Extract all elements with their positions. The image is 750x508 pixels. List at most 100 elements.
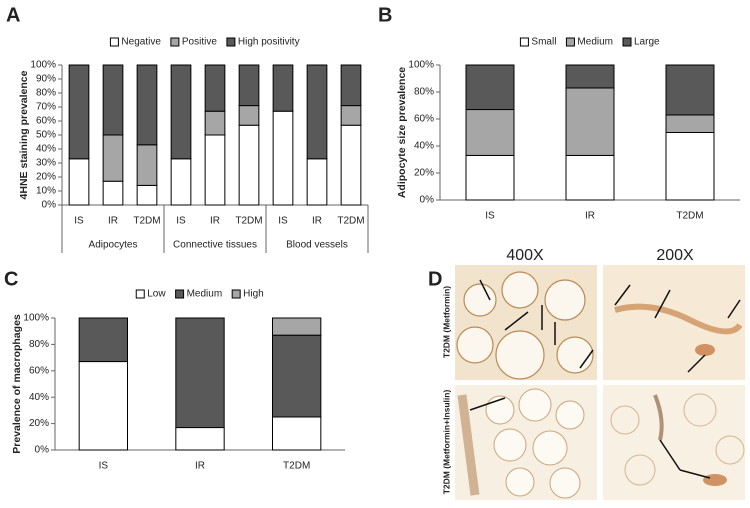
y-tick-label: 60% (414, 114, 434, 125)
y-tick-label: 70% (36, 102, 56, 113)
bar-segment (170, 64, 192, 160)
y-tick-label: 0% (42, 200, 57, 211)
y-tick-label: 80% (414, 87, 434, 98)
bar-segment (272, 317, 322, 336)
bar-segment (340, 64, 362, 107)
legend-swatch (109, 37, 119, 47)
y-tick-label: 40% (36, 144, 56, 155)
y-tick-label: 100% (23, 313, 49, 324)
bar-segment (78, 317, 128, 363)
x-tick-label: T2DM (133, 216, 160, 227)
panel-label: A (6, 4, 20, 26)
bar-segment (102, 134, 124, 182)
legend-label: Positive (182, 37, 217, 48)
legend-label: High positivity (238, 37, 300, 48)
bar-segment (136, 184, 158, 206)
y-tick-label: 0% (35, 445, 50, 456)
legend-label: Small (531, 37, 556, 48)
bar-segment (565, 64, 615, 89)
micrograph (603, 385, 745, 500)
y-tick-label: 80% (36, 88, 56, 99)
bar-segment (170, 158, 192, 206)
x-tick-label: T2DM (676, 211, 703, 222)
x-tick-label: T2DM (283, 461, 310, 472)
micrograph-panel: 400X 200X T2DM (Metformin) T2DM (Metform… (441, 247, 745, 500)
bar-segment (272, 416, 322, 451)
bar-segment (204, 64, 226, 112)
row-label: T2DM (Metformin) (441, 286, 451, 358)
legend-label: Medium (577, 37, 613, 48)
bar-segment (306, 158, 328, 206)
legend-swatch (170, 37, 180, 47)
bar-segment (340, 124, 362, 206)
x-tick-label: IS (278, 216, 288, 227)
legend-swatch (622, 37, 632, 47)
y-tick-label: 20% (29, 418, 49, 429)
x-tick-label: IR (312, 216, 322, 227)
y-tick-label: 10% (36, 186, 56, 197)
bar-segment (465, 154, 515, 201)
x-tick-label: IS (176, 216, 186, 227)
legend-swatch (135, 289, 145, 299)
x-tick-label: IS (99, 461, 109, 472)
micrograph (455, 385, 597, 500)
panel-label: B (378, 4, 392, 26)
y-tick-label: 20% (414, 168, 434, 179)
bar-segment (465, 109, 515, 156)
x-tick-label: IS (74, 216, 84, 227)
bar-segment (175, 427, 225, 451)
y-tick-label: 60% (36, 116, 56, 127)
bar-segment (68, 64, 90, 160)
bar-segment (102, 64, 124, 136)
legend-label: Low (147, 289, 166, 300)
bar-segment (272, 110, 294, 206)
micrograph (603, 265, 745, 380)
y-tick-label: 100% (30, 60, 56, 71)
column-label: 200X (656, 247, 694, 264)
bar-segment (272, 334, 322, 418)
legend-label: High (243, 289, 264, 300)
bar-segment (238, 124, 260, 206)
panel-label: D (428, 268, 442, 290)
panel-label: C (4, 268, 18, 290)
group-label: Connective tissues (173, 240, 257, 251)
y-tick-label: 100% (408, 60, 434, 71)
bar-segment (204, 134, 226, 206)
micrograph (455, 265, 597, 380)
y-tick-label: 50% (36, 130, 56, 141)
legend-swatch (519, 37, 529, 47)
y-tick-label: 60% (29, 365, 49, 376)
bar-segment (565, 87, 615, 156)
bar-segment (340, 105, 362, 126)
row-label: T2DM (Metformin+Insulin) (441, 390, 451, 495)
bar-segment (272, 64, 294, 112)
legend-label: Medium (187, 289, 223, 300)
bar-segment (665, 114, 715, 133)
bar-segment (465, 64, 515, 111)
group-label: Blood vessels (286, 240, 348, 251)
bar-segment (204, 110, 226, 136)
legend-label: Negative (121, 37, 161, 48)
y-tick-label: 30% (36, 158, 56, 169)
bar-segment (78, 361, 128, 451)
legend-swatch (226, 37, 236, 47)
y-tick-label: 90% (36, 74, 56, 85)
legend-swatch (565, 37, 575, 47)
y-tick-label: 0% (420, 195, 435, 206)
x-tick-label: IR (585, 211, 595, 222)
y-axis-label: Adipocyte size prevalence (396, 67, 408, 198)
legend-swatch (231, 289, 241, 299)
bar-segment (565, 154, 615, 201)
x-tick-label: IR (195, 461, 205, 472)
y-axis-label: 4HNE staining prevalence (18, 70, 30, 199)
x-tick-label: T2DM (235, 216, 262, 227)
x-tick-label: IR (108, 216, 118, 227)
bar-segment (136, 64, 158, 146)
bar-segment (68, 158, 90, 206)
x-tick-label: IS (485, 211, 495, 222)
bar-segment (136, 144, 158, 186)
bar-segment (665, 132, 715, 201)
y-tick-label: 40% (414, 141, 434, 152)
y-tick-label: 80% (29, 339, 49, 350)
